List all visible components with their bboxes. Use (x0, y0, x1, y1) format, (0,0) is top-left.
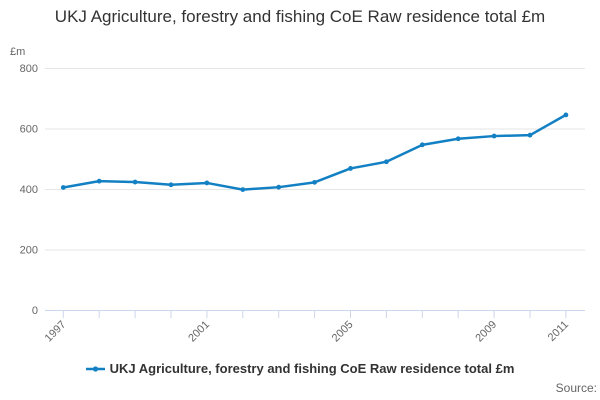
svg-text:0: 0 (32, 305, 38, 317)
legend-label: UKJ Agriculture, forestry and fishing Co… (109, 361, 515, 376)
line-chart: 0 200 400 600 800 1997 2001 2005 2009 2011 (20, 63, 585, 345)
svg-text:600: 600 (20, 124, 38, 136)
chart-title: UKJ Agriculture, forestry and fishing Co… (54, 7, 546, 26)
svg-text:2011: 2011 (546, 319, 571, 344)
svg-text:800: 800 (20, 63, 38, 75)
y-axis-unit-label: £m (10, 46, 26, 58)
source-note: Source: (555, 381, 597, 395)
svg-text:400: 400 (20, 184, 38, 196)
legend: UKJ Agriculture, forestry and fishing Co… (0, 361, 600, 376)
svg-text:1997: 1997 (43, 319, 69, 345)
legend-marker-icon (85, 365, 105, 372)
svg-text:2005: 2005 (330, 319, 356, 345)
svg-text:200: 200 (20, 245, 38, 257)
svg-text:2009: 2009 (473, 319, 499, 345)
svg-text:2001: 2001 (186, 319, 212, 345)
legend-item[interactable]: UKJ Agriculture, forestry and fishing Co… (85, 361, 515, 376)
